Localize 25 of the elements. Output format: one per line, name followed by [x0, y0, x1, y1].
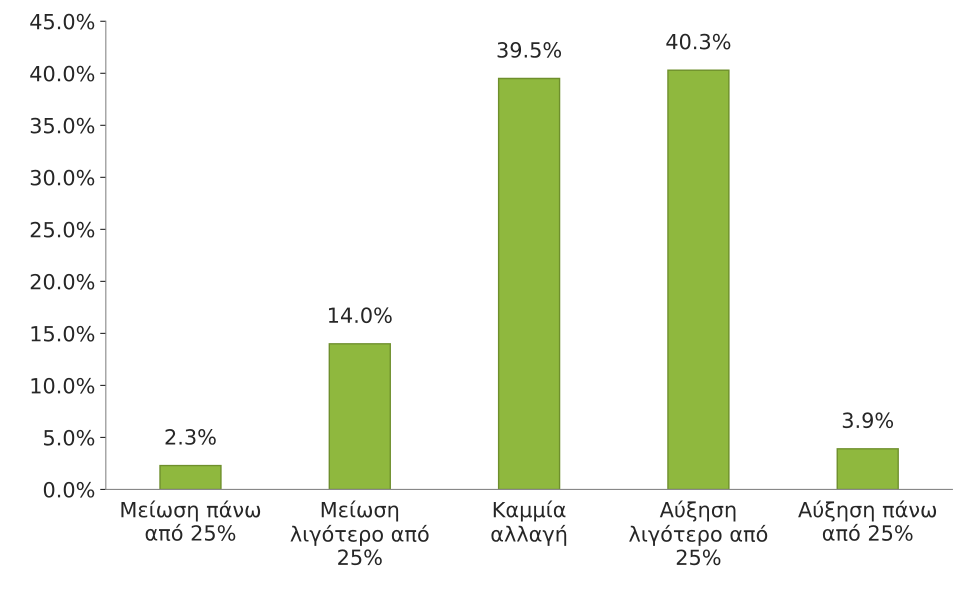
- data-label: 2.3%: [166, 429, 216, 445]
- data-label: 39.5%: [498, 42, 562, 58]
- x-tick-label: Μείωση πάνω από 25%: [121, 500, 260, 541]
- data-label: 14.0%: [328, 307, 392, 324]
- y-tick-label: 25.0%: [30, 222, 94, 238]
- y-tick-label: 5.0%: [44, 430, 94, 446]
- y-tick-label: 0.0%: [44, 482, 94, 498]
- y-tick-label: 45.0%: [30, 14, 94, 30]
- y-tick-label: 10.0%: [32, 378, 94, 394]
- x-tick-label: Αύξηση λιγότερο από 25%: [629, 500, 768, 566]
- bar: [328, 343, 391, 490]
- bar: [836, 448, 899, 490]
- data-label: 3.9%: [842, 412, 894, 428]
- x-tick-label: Αύξηση πάνω από 25%: [798, 500, 936, 541]
- bar: [667, 69, 730, 490]
- y-tick-label: 35.0%: [30, 118, 94, 134]
- bar: [159, 464, 222, 490]
- y-tick-label: 20.0%: [30, 274, 94, 290]
- x-tick-label: Μείωση λιγότερο από 25%: [290, 500, 429, 566]
- y-tick-label: 15.0%: [32, 326, 94, 342]
- x-tick-label: Καμμία αλλαγή: [491, 500, 566, 546]
- data-label: 40.3%: [666, 34, 730, 50]
- y-tick-label: 30.0%: [30, 170, 94, 186]
- y-tick-label: 40.0%: [30, 66, 94, 82]
- bar: [498, 78, 560, 490]
